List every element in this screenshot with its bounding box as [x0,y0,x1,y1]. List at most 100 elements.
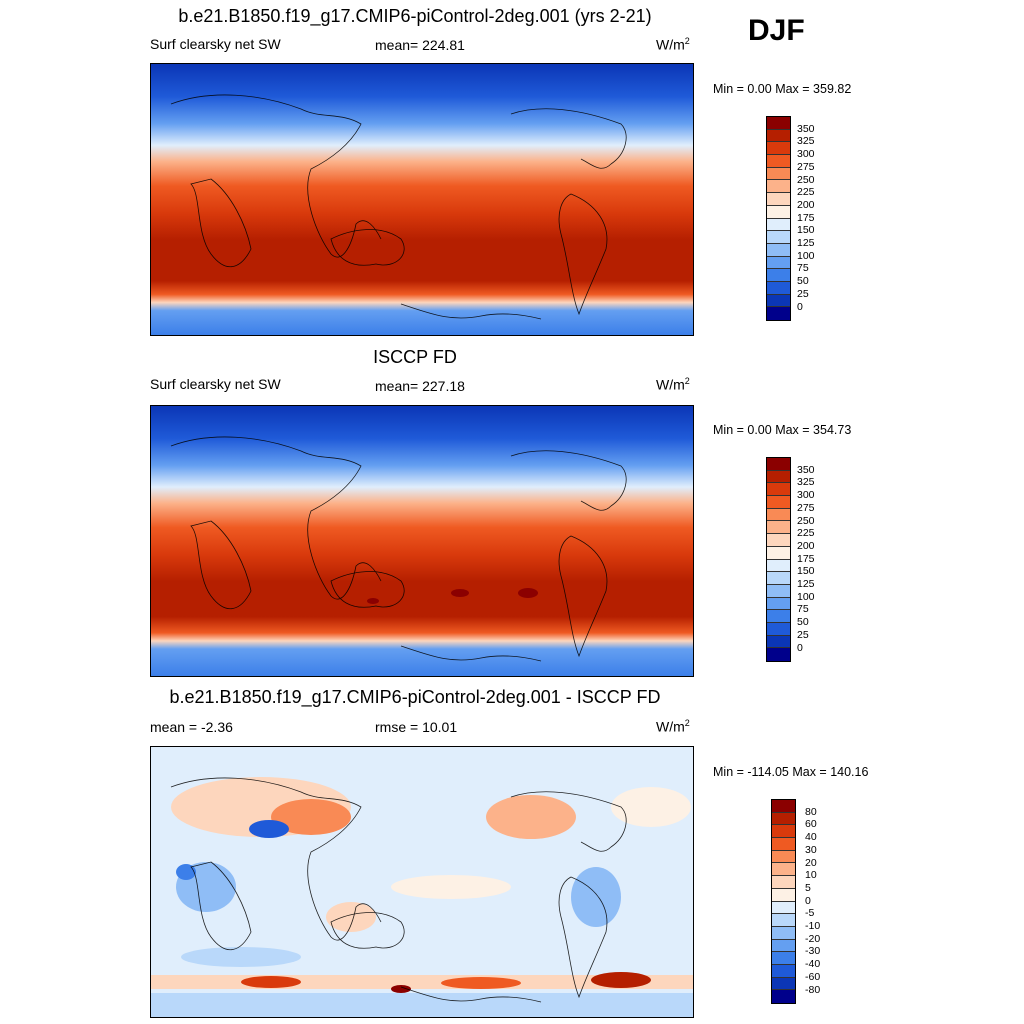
panel-title-obs: ISCCP FD [373,347,457,367]
colorbar-swatch [772,914,795,927]
colorbar-swatch [772,825,795,839]
colorbar-labels-diff: 80 60 40 30 20 10 5 0 -5 -10 -20 -30 -40 -60 -80 [805,799,845,1004]
colorbar-label: 350 [797,122,815,135]
colorbar-label: 25 [797,628,809,641]
colorbar-label: 80 [805,805,817,818]
colorbar-labels-model: 350 325 300 275 250 225 200 175 150 125 100 75 50 25 0 [797,116,837,321]
colorbar-swatch [772,863,795,877]
colorbar-swatch [767,648,790,661]
colorbar-label: 175 [797,552,815,565]
colorbar-swatch [767,307,790,320]
minmax-obs: Min = 0.00 Max = 354.73 [713,423,852,437]
colorbar-swatch [772,812,795,826]
colorbar-label: 50 [797,275,809,288]
colorbar-label: 125 [797,578,815,590]
colorbar-label: 100 [797,249,815,262]
colorbar-swatch [772,964,795,978]
colorbar-label: 125 [797,237,815,249]
colorbar-label: -10 [805,920,821,932]
colorbar-swatch [767,155,790,168]
colorbar-swatch [767,205,790,219]
panel-mean-label-obs: mean= 227.18 [375,378,465,394]
coastline-diff [170,777,627,1003]
coastline-obs [170,436,627,662]
colorbar-swatch [767,281,790,295]
colorbar-swatch [767,142,790,156]
colorbar-swatch [767,508,790,522]
colorbar-label: 75 [797,603,809,616]
colorbar-swatch [767,269,790,282]
colorbar-swatch [767,572,790,585]
colorbar-labels-obs: 350 325 300 275 250 225 200 175 150 125 100 75 50 25 0 [797,457,837,662]
colorbar-label: 60 [805,818,817,831]
panel-rmse-label-diff: rmse = 10.01 [375,719,458,735]
panel-mean-label-diff: mean = -2.36 [150,719,233,735]
colorbar-label: 225 [797,527,815,540]
colorbar-label: 300 [797,148,815,161]
colorbar-swatch [767,193,790,206]
colorbar-label: 10 [805,869,817,882]
minmax-model: Min = 0.00 Max = 359.82 [713,82,852,96]
colorbar-label: 40 [805,831,817,844]
diff-anomalies [151,777,693,1017]
colorbar-label: -30 [805,945,821,958]
colorbar-swatch [767,546,790,560]
colorbar-label: -40 [805,958,821,971]
colorbar-swatch [767,117,790,130]
colorbar-swatch [767,243,790,257]
season-label: DJF [748,14,805,47]
panel-units-diff: W/m2 [656,718,690,735]
colorbar-obs [766,457,791,662]
colorbar-label: 150 [797,224,815,237]
colorbar-label: 30 [805,843,817,856]
panel-mean-label-model: mean= 224.81 [375,37,465,53]
coastline-model [170,94,627,320]
colorbar-swatch [767,180,790,194]
colorbar-label: 350 [797,463,815,476]
colorbar-label: 5 [805,881,811,894]
colorbar-label: 200 [797,539,815,552]
colorbar-swatch [767,129,790,143]
colorbar-swatch [767,622,790,636]
map-diff [150,746,694,1018]
colorbar-swatch [767,496,790,509]
colorbar-label: 0 [805,894,811,907]
colorbar-label: -80 [805,983,821,996]
colorbar-swatch [767,559,790,573]
colorbar-label: 75 [797,262,809,275]
colorbar-label: 200 [797,198,815,211]
colorbar-swatch [767,534,790,547]
map-model [150,63,694,336]
colorbar-swatch [767,635,790,649]
colorbar-swatch [767,167,790,181]
colorbar-label: 250 [797,173,815,186]
obs-hotspots [367,588,538,604]
colorbar-swatch [767,610,790,623]
colorbar-swatch [767,483,790,497]
panel-variable-label-model: Surf clearsky net SW [150,36,281,52]
minmax-diff: Min = -114.05 Max = 140.16 [713,765,869,779]
colorbar-label: 175 [797,211,815,224]
map-obs [150,405,694,677]
colorbar-swatch [767,218,790,232]
panel-units-obs: W/m2 [656,376,690,393]
colorbar-label: 250 [797,514,815,527]
colorbar-swatch [767,521,790,535]
colorbar-swatch [772,926,795,940]
panel-units-model: W/m2 [656,36,690,53]
colorbar-label: 325 [797,135,815,148]
colorbar-label: 150 [797,565,815,578]
colorbar-label: 0 [797,641,803,654]
colorbar-label: 50 [797,616,809,629]
colorbar-label: 25 [797,287,809,300]
colorbar-label: 100 [797,590,815,603]
colorbar-swatch [772,977,795,991]
colorbar-model [766,116,791,321]
colorbar-swatch [772,838,795,851]
colorbar-label: -60 [805,970,821,983]
colorbar-label: 225 [797,186,815,199]
colorbar-swatch [772,952,795,965]
colorbar-label: 20 [805,856,817,869]
colorbar-diff [771,799,796,1004]
colorbar-swatch [772,939,795,953]
